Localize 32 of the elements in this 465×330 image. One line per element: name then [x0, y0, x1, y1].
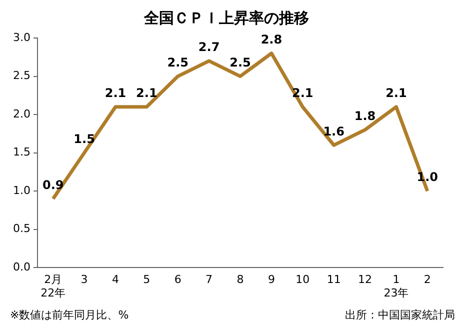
text: 出所：中国国家統計局: [345, 308, 455, 322]
text: ※数値は前年同月比、%: [10, 308, 129, 322]
y-tick-label: 3.0: [12, 30, 30, 44]
x-tick-label: 2月 22年: [40, 273, 66, 300]
y-tick-label: 0.0: [12, 260, 30, 274]
x-tick-label: 11: [326, 273, 341, 286]
x-tick-label: 2: [424, 273, 431, 286]
y-tick-label: 2.0: [12, 107, 30, 120]
data-label: 2.1: [386, 86, 407, 100]
data-label: 2.1: [104, 86, 126, 100]
x-tick-label: 4: [112, 273, 119, 286]
y-tick-label: 1.0: [12, 184, 30, 197]
x-tick-label: 12: [358, 273, 372, 286]
data-label: 2.5: [167, 55, 188, 70]
data-label: 1.8: [354, 108, 376, 123]
x-tick-label: 3: [80, 273, 88, 286]
chart-title: 全国ＣＰＩ上昇率の推移: [143, 8, 309, 27]
x-tick-label: 1 23年: [384, 273, 409, 300]
x-tick-label: 7: [206, 273, 213, 286]
x-tick-label: 9: [268, 273, 275, 286]
y-tick-label: 1.5: [12, 146, 30, 159]
data-label: 2.1: [136, 86, 158, 100]
x-tick-label: 6: [174, 273, 182, 286]
y-tick-label: 0.5: [12, 222, 30, 236]
x-tick-label: 10: [296, 273, 310, 286]
x-tick-label: 5: [143, 273, 150, 286]
data-label: 2.7: [198, 40, 220, 54]
data-label: 2.8: [260, 32, 282, 46]
x-tick-label: 8: [236, 273, 244, 286]
data-label: 2.5: [230, 55, 251, 70]
y-tick-label: 2.5: [12, 69, 30, 82]
data-label: 1.6: [323, 124, 344, 138]
